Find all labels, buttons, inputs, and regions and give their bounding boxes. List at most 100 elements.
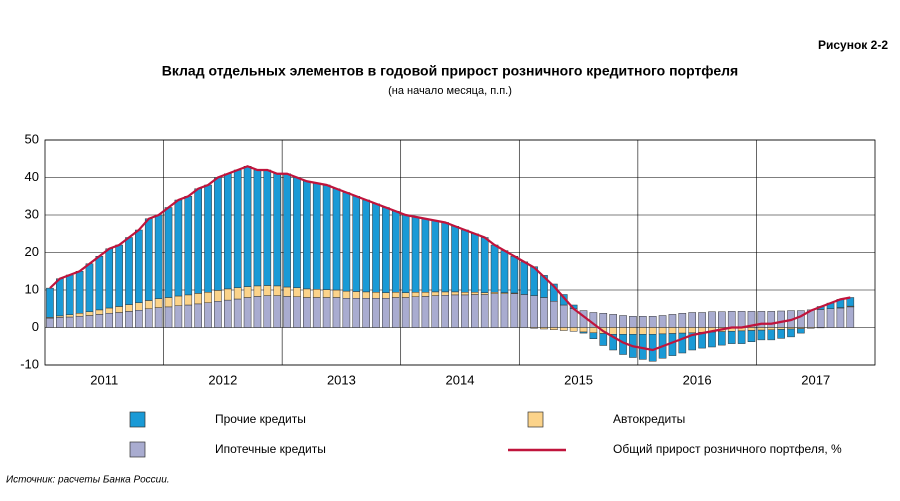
bar-segment	[767, 327, 776, 330]
bar-segment	[135, 302, 143, 311]
bar-segment	[401, 214, 410, 293]
legend-label: Ипотечные кредиты	[215, 442, 326, 456]
chart-title: Вклад отдельных элементов в годовой прир…	[162, 63, 738, 79]
bar-segment	[243, 166, 252, 287]
bar-segment	[579, 327, 588, 333]
bar-segment	[441, 222, 449, 293]
bar-segment	[322, 297, 331, 328]
bar-segment	[411, 296, 420, 328]
y-tick-label: 50	[25, 131, 39, 146]
bar-segment	[510, 256, 519, 294]
bar-segment	[520, 261, 529, 295]
bar-segment	[342, 298, 351, 328]
bar-segment	[95, 256, 104, 311]
bar-segment	[559, 327, 568, 331]
bar-segment	[164, 306, 173, 328]
bar-segment	[95, 309, 104, 315]
bar-segment	[164, 207, 173, 298]
bar-segment	[619, 315, 627, 328]
bar-segment	[461, 294, 469, 328]
bar-segment	[382, 292, 390, 299]
bar-segment	[609, 327, 617, 335]
bar-segment	[204, 184, 212, 293]
bar-segment	[480, 294, 489, 328]
bar-segment	[154, 307, 163, 328]
bar-segment	[233, 169, 242, 288]
bar-segment	[144, 308, 153, 328]
bar-segment	[115, 306, 123, 313]
x-tick-label: 2012	[208, 372, 237, 387]
bar-segment	[362, 298, 370, 328]
bar-segment	[194, 188, 202, 294]
bar-segment	[362, 291, 370, 299]
bar-segment	[500, 293, 509, 328]
bar-segment	[391, 292, 400, 298]
bar-segment	[312, 289, 321, 298]
bar-segment	[648, 316, 657, 328]
chart-subtitle: (на начало месяца, п.п.)	[388, 85, 512, 97]
bar-segment	[471, 292, 479, 295]
bar-segment	[303, 181, 311, 290]
bar-segment	[757, 327, 766, 331]
bar-segment	[421, 292, 430, 297]
plot-frame	[44, 139, 876, 366]
bar-segment	[797, 310, 805, 328]
x-tick-label: 2017	[801, 372, 830, 387]
bar-segment	[263, 295, 272, 328]
bar-segment	[500, 250, 509, 293]
bar-segment	[668, 314, 677, 328]
bar-segment	[431, 291, 440, 296]
bar-segment	[688, 332, 697, 351]
figure-label: Рисунок 2-2	[818, 38, 888, 52]
bar-segment	[431, 295, 440, 328]
bar-segment	[223, 173, 232, 290]
bar-segment	[184, 294, 193, 306]
y-tick-label: 0	[32, 319, 39, 334]
bar-segment	[283, 286, 291, 297]
bar-segment	[154, 214, 163, 299]
bar-segment	[75, 313, 84, 317]
bar-segment	[144, 300, 153, 309]
bar-segment	[174, 199, 183, 297]
x-tick-label: 2016	[683, 372, 712, 387]
bar-segment	[253, 296, 262, 328]
bar-segment	[550, 327, 558, 330]
legend-label: Общий прирост розничного портфеля, %	[613, 442, 842, 456]
bar-segment	[352, 196, 361, 292]
bar-segment	[46, 287, 54, 318]
bar-segment	[609, 334, 617, 351]
bar-segment	[273, 295, 282, 328]
legend-label: Прочие кредиты	[215, 412, 306, 426]
bar-segment	[312, 297, 321, 328]
bar-segment	[688, 312, 697, 328]
bar-segment	[777, 327, 785, 330]
legend-swatch	[527, 411, 544, 428]
y-tick-label: 10	[25, 281, 39, 296]
bar-segment	[708, 331, 716, 348]
bar-segment	[332, 297, 341, 328]
bar-segment	[490, 244, 499, 293]
bar-segment	[214, 290, 222, 302]
bar-segment	[144, 218, 153, 301]
bar-segment	[550, 283, 558, 302]
bar-segment	[85, 311, 94, 316]
bar-segment	[184, 304, 193, 328]
bar-segment	[194, 293, 202, 305]
bar-segment	[75, 271, 84, 314]
legend-swatch	[129, 411, 146, 428]
bar-segment	[391, 211, 400, 293]
bar-segment	[619, 327, 627, 335]
bar-segment	[332, 188, 341, 291]
bar-segment	[471, 294, 479, 328]
bar-segment	[204, 302, 212, 328]
bar-segment	[441, 295, 449, 328]
bar-segment	[629, 327, 637, 335]
total-line	[49, 165, 851, 352]
bar-segment	[688, 327, 697, 333]
bar-segment	[747, 330, 756, 342]
bar-segment	[431, 220, 440, 293]
bar-segment	[184, 196, 193, 296]
x-tick-label: 2014	[446, 372, 475, 387]
bar-segment	[589, 327, 598, 333]
bar-segment	[85, 315, 94, 328]
